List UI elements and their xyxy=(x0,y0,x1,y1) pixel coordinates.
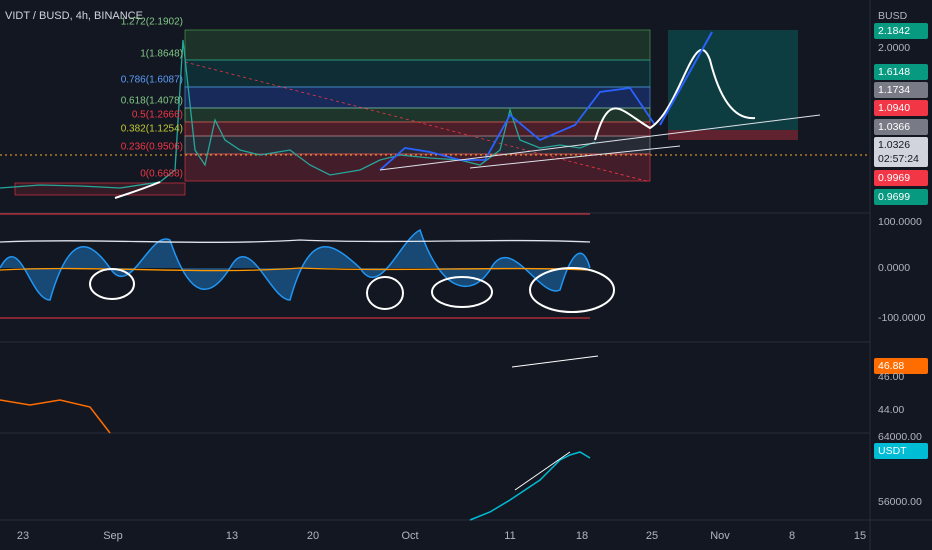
price-label: BUSD xyxy=(878,10,908,22)
time-label: 23 xyxy=(17,530,29,542)
price-label: 56000.00 xyxy=(878,496,922,508)
time-label: 25 xyxy=(646,530,658,542)
fib-label: 0.5(1.2666) xyxy=(132,110,183,121)
time-label: 11 xyxy=(504,530,515,542)
time-label: 8 xyxy=(789,530,795,542)
price-tag xyxy=(874,170,928,186)
price-label: 1.0326 xyxy=(878,139,910,151)
price-label: 100.0000 xyxy=(878,216,922,228)
price-label: 1.1734 xyxy=(878,84,910,96)
price-label: 2.0000 xyxy=(878,42,910,54)
fib-label: 0.382(1.1254) xyxy=(121,124,183,135)
price-axis: BUSD 2.1842 2.0000 1.6148 1.1734 1.0940 1.0366… xyxy=(874,10,928,508)
price-tag xyxy=(874,119,928,135)
trend-line xyxy=(514,451,571,491)
price-tag xyxy=(874,189,928,205)
fib-label: 0.618(1.4078) xyxy=(121,96,183,107)
price-label: 1.0366 xyxy=(878,121,910,133)
time-label: Oct xyxy=(401,530,418,542)
price-label: 2.1842 xyxy=(878,25,910,37)
price-label: 02:57:24 xyxy=(878,153,919,165)
oscillator xyxy=(0,213,615,319)
fib-label: 1(1.8648) xyxy=(140,49,183,60)
fib-label: 0.786(1.6087) xyxy=(121,75,183,86)
drawings xyxy=(0,31,870,199)
time-label: Sep xyxy=(103,530,123,542)
price-label: 1.0940 xyxy=(878,102,910,114)
time-label: 18 xyxy=(576,530,588,542)
price-tag xyxy=(874,82,928,98)
price-label: 44.00 xyxy=(878,404,904,416)
price-label: 46.88 xyxy=(878,360,904,372)
price-label: 1.6148 xyxy=(878,66,910,78)
price-tag xyxy=(874,443,928,459)
time-label: 20 xyxy=(307,530,319,542)
time-label: Nov xyxy=(710,530,730,542)
price-tag xyxy=(874,137,928,153)
price-label: -100.0000 xyxy=(878,312,925,324)
price-label: 0.9699 xyxy=(878,191,910,203)
fib-labels: 1.272(2.1902) 1(1.8648) 0.786(1.6087) 0.618… xyxy=(121,17,183,180)
price-tag xyxy=(874,23,928,39)
fib-label: 1.272(2.1902) xyxy=(121,17,183,28)
price-tag xyxy=(874,358,928,374)
fib-label: 0.236(0.9506) xyxy=(121,142,183,153)
price-label: 64000.00 xyxy=(878,431,922,443)
time-label: 15 xyxy=(854,530,866,542)
price-label: 0.9969 xyxy=(878,172,910,184)
price-tag xyxy=(874,64,928,80)
price-label: 46.00 xyxy=(878,371,904,383)
time-label: 13 xyxy=(226,530,238,542)
price-label: USDT xyxy=(878,445,907,457)
fib-label: 0(0.6688) xyxy=(140,169,183,180)
symbol-title: VIDT / BUSD, 4h, BINANCE xyxy=(5,10,143,22)
usdt-line xyxy=(469,451,591,521)
fib-zones xyxy=(14,29,798,196)
price-label: 0.0000 xyxy=(878,262,910,274)
price-tag xyxy=(874,151,928,167)
trend-line xyxy=(511,355,599,368)
price-tag xyxy=(874,100,928,116)
time-axis: 23 Sep 13 20 Oct 11 18 25 Nov 8 15 xyxy=(17,530,866,542)
rsi-line xyxy=(0,399,111,434)
